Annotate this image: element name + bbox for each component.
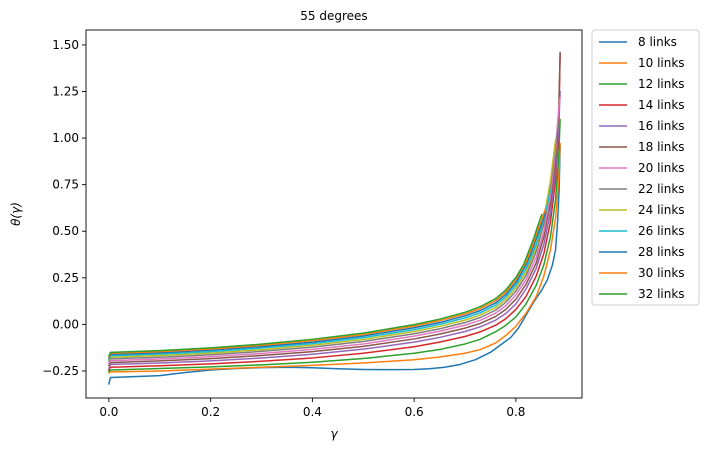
legend-label-7: 20 links bbox=[638, 161, 685, 175]
legend-label-11: 28 links bbox=[638, 245, 685, 259]
legend-frame bbox=[591, 29, 700, 306]
series-line-12 bbox=[108, 208, 547, 358]
x-tick-label: 0.2 bbox=[201, 405, 220, 419]
x-tick-label: 0.4 bbox=[303, 405, 322, 419]
y-axis-label: θ(γ) bbox=[9, 202, 23, 226]
series-line-1 bbox=[108, 144, 561, 385]
plot-frame bbox=[85, 29, 583, 399]
legend-label-5: 16 links bbox=[638, 119, 685, 133]
legend-label-9: 24 links bbox=[638, 203, 685, 217]
x-tick-label: 0.6 bbox=[405, 405, 424, 419]
y-tick-label: 0.50 bbox=[52, 224, 79, 238]
plot-lines bbox=[108, 51, 561, 385]
y-tick-label: −0.25 bbox=[42, 364, 79, 378]
y-tick-label: 1.00 bbox=[52, 131, 79, 145]
x-tick-label: 0.8 bbox=[506, 405, 525, 419]
series-line-9 bbox=[108, 139, 557, 361]
series-line-5 bbox=[108, 90, 561, 369]
series-line-6 bbox=[108, 51, 561, 367]
series-line-3 bbox=[108, 118, 561, 373]
x-axis-label: γ bbox=[330, 427, 338, 441]
series-line-10 bbox=[108, 189, 552, 360]
series-line-8 bbox=[108, 124, 560, 363]
legend-label-12: 30 links bbox=[638, 266, 685, 280]
x-axis: 0.0 0.2 0.4 0.6 0.8 bbox=[99, 398, 525, 419]
y-axis: −0.25 0.00 0.25 0.50 0.75 1.00 1.25 1.50 bbox=[42, 38, 86, 378]
series-line-4 bbox=[108, 53, 561, 371]
legend-label-8: 22 links bbox=[638, 182, 685, 196]
series-line-13 bbox=[108, 213, 543, 357]
x-tick-label: 0.0 bbox=[99, 405, 118, 419]
y-tick-label: 0.25 bbox=[52, 271, 79, 285]
series-line-7 bbox=[108, 96, 561, 365]
legend: 8 links 10 links 12 links 14 links 16 links 1… bbox=[591, 29, 700, 306]
legend-label-6: 18 links bbox=[638, 140, 685, 154]
legend-items: 8 links 10 links 12 links 14 links 16 links 1… bbox=[599, 35, 685, 301]
y-tick-label: 1.50 bbox=[52, 38, 79, 52]
legend-label-3: 12 links bbox=[638, 77, 685, 91]
legend-label-13: 32 links bbox=[638, 287, 685, 301]
legend-label-2: 10 links bbox=[638, 56, 685, 70]
series-line-11 bbox=[108, 211, 547, 359]
y-tick-label: 0.75 bbox=[52, 178, 79, 192]
legend-label-1: 8 links bbox=[638, 35, 677, 49]
y-tick-label: 1.25 bbox=[52, 84, 79, 98]
chart-title: 55 degrees bbox=[300, 9, 367, 23]
legend-label-10: 26 links bbox=[638, 224, 685, 238]
series-line-2 bbox=[108, 142, 561, 374]
legend-label-4: 14 links bbox=[638, 98, 685, 112]
y-tick-label: 0.00 bbox=[52, 317, 79, 331]
